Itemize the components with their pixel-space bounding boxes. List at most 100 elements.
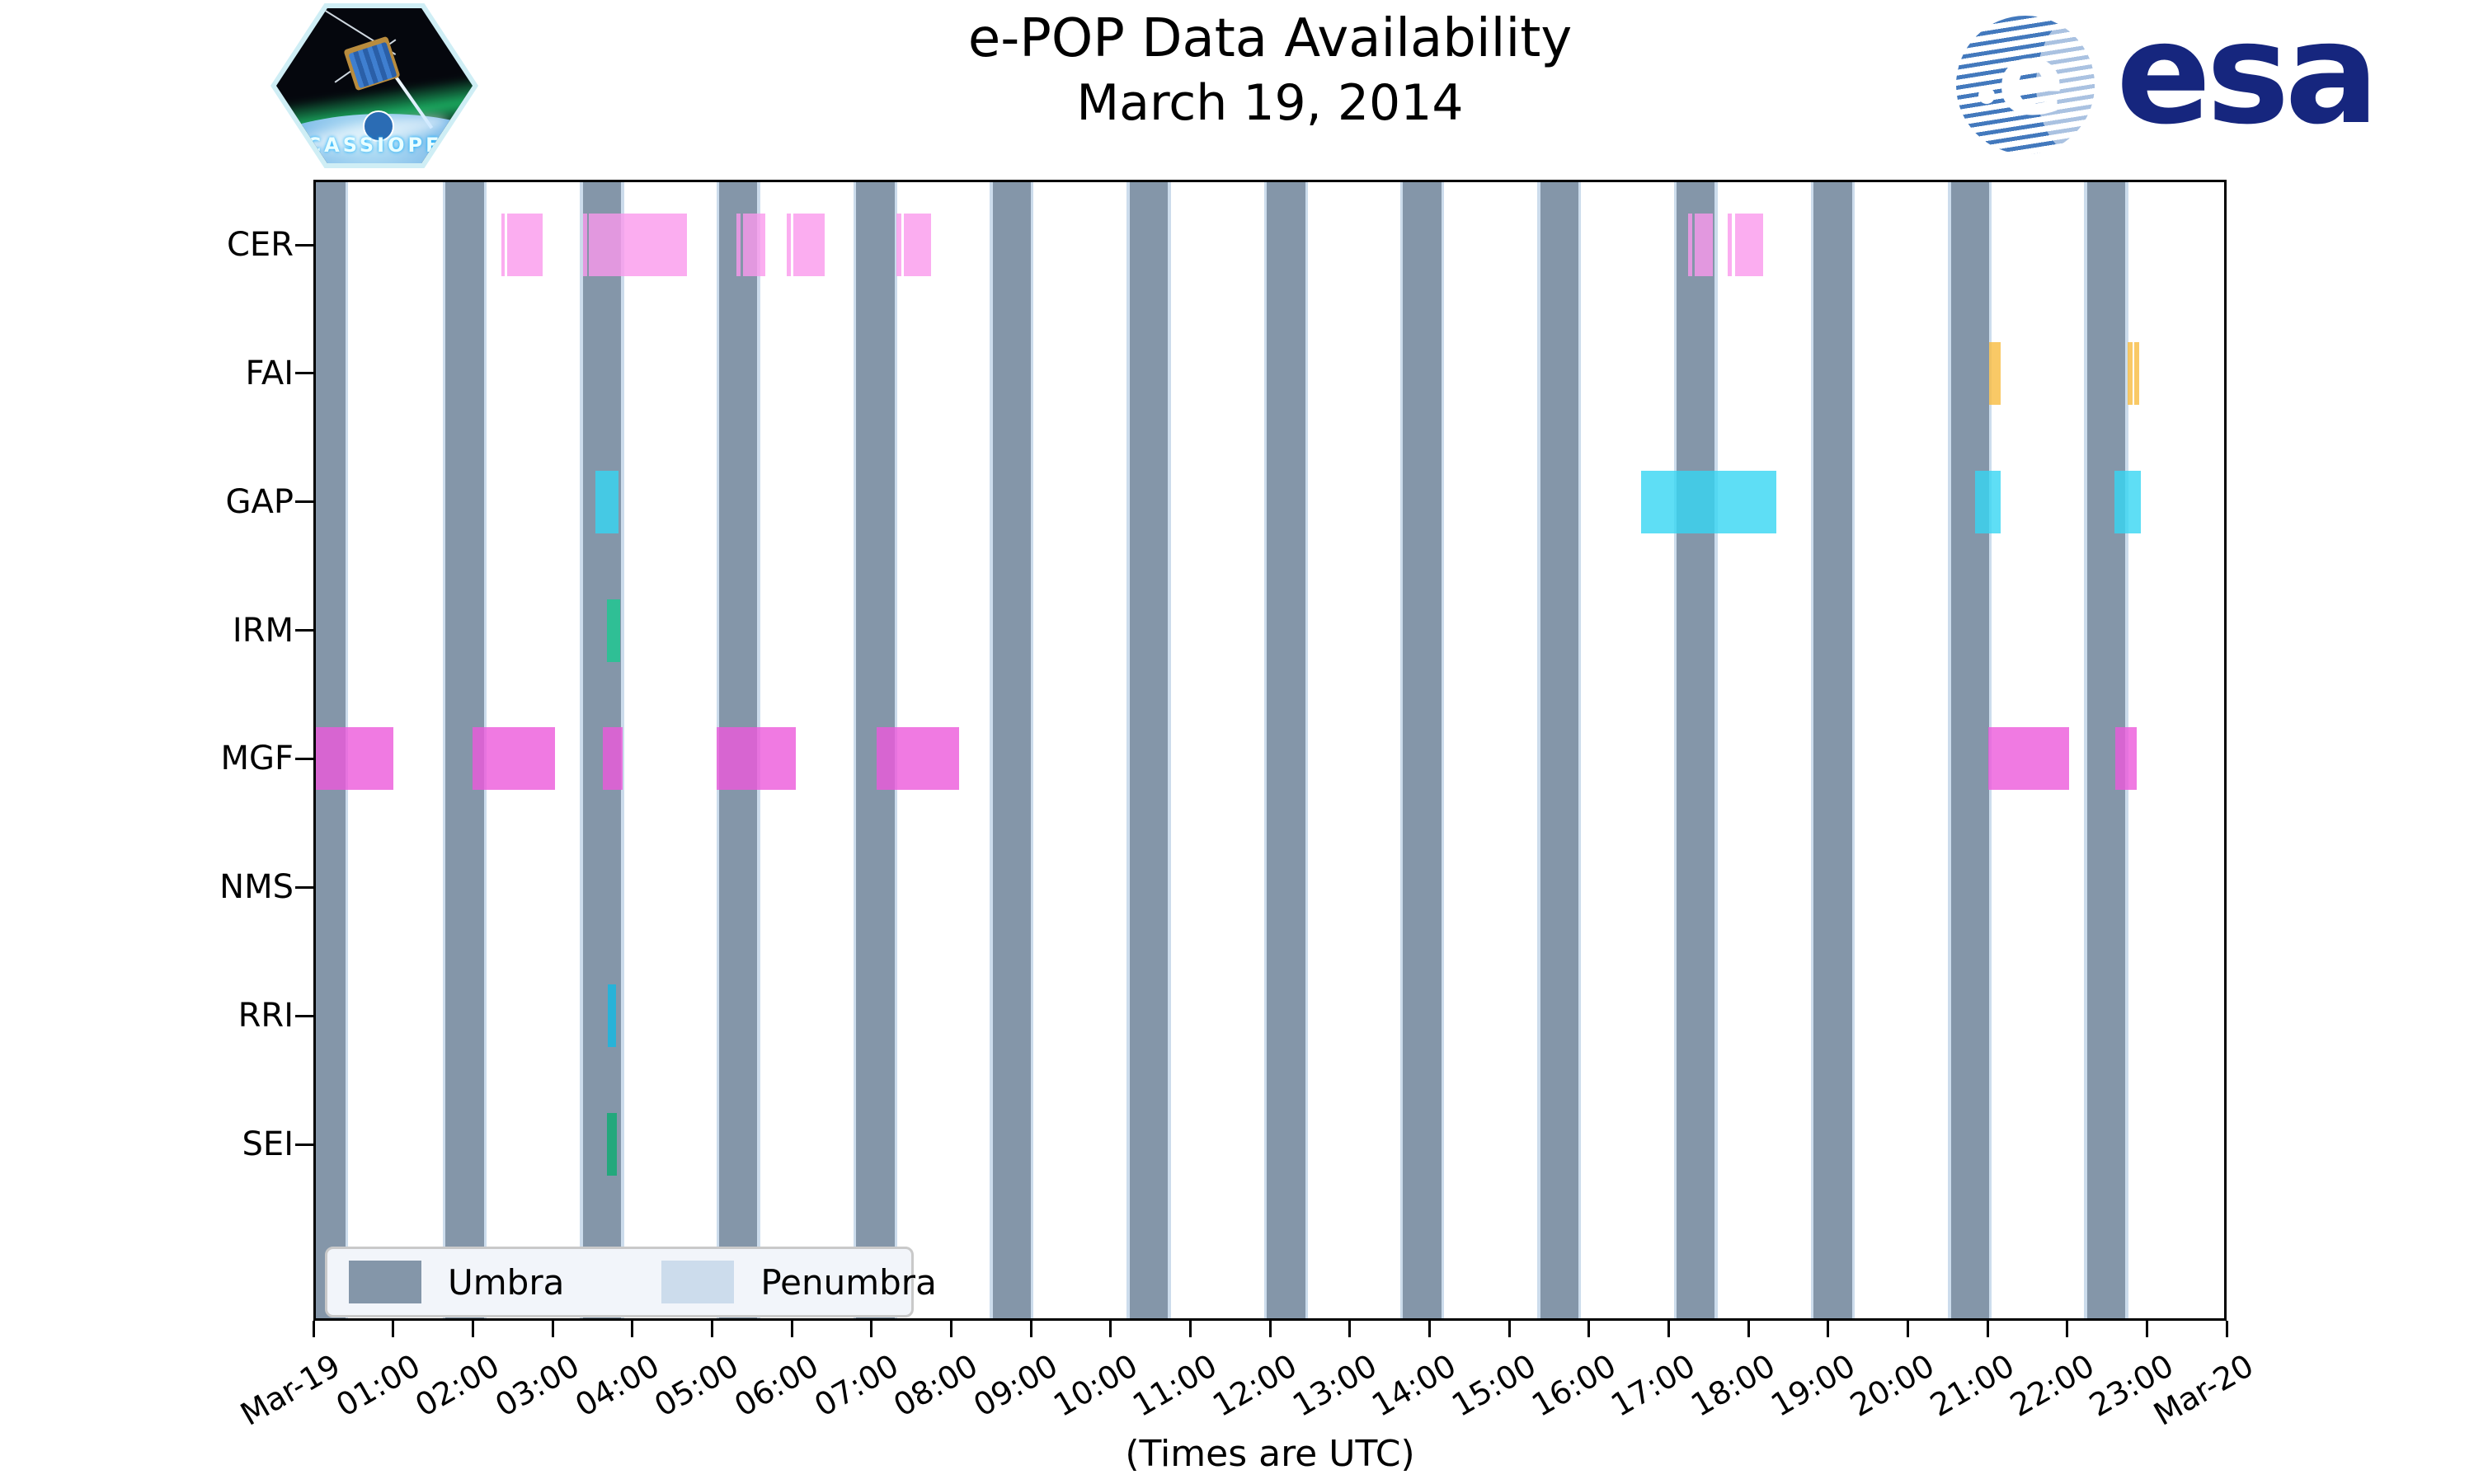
y-tick-nms bbox=[295, 885, 313, 889]
x-tick bbox=[1667, 1321, 1670, 1337]
umbra-span bbox=[1677, 180, 1715, 1321]
x-tick-label: 07:00 bbox=[807, 1347, 905, 1424]
x-tick-label: 17:00 bbox=[1605, 1347, 1702, 1424]
x-tick bbox=[949, 1321, 952, 1337]
x-tick bbox=[1029, 1321, 1032, 1337]
availability-bar-gap bbox=[1640, 470, 1776, 533]
x-tick bbox=[551, 1321, 554, 1337]
y-label-fai: FAI bbox=[245, 354, 294, 392]
availability-bar-cer bbox=[743, 214, 766, 276]
availability-bar-cer bbox=[787, 214, 792, 276]
umbra-legend-label: Umbra bbox=[448, 1261, 565, 1303]
x-tick bbox=[790, 1321, 793, 1337]
availability-bar-cer bbox=[1727, 214, 1732, 276]
availability-bar-cer bbox=[736, 214, 741, 276]
availability-bar-mgf bbox=[877, 727, 959, 791]
y-label-nms: NMS bbox=[219, 868, 294, 907]
y-tick-gap bbox=[295, 500, 313, 504]
x-tick bbox=[2066, 1321, 2069, 1337]
x-tick bbox=[1827, 1321, 1830, 1337]
availability-bar-fai bbox=[1988, 341, 2001, 405]
legend: Umbra Penumbra bbox=[325, 1247, 937, 1317]
x-axis-caption: (Times are UTC) bbox=[1125, 1433, 1415, 1475]
penumbra-legend-swatch bbox=[661, 1261, 735, 1303]
x-tick-label: 08:00 bbox=[887, 1347, 985, 1424]
x-tick bbox=[710, 1321, 713, 1337]
x-tick bbox=[1587, 1321, 1591, 1337]
availability-bar-cer bbox=[506, 214, 543, 276]
availability-bar-cer bbox=[904, 214, 932, 276]
umbra-span bbox=[1129, 180, 1169, 1321]
availability-bar-gap bbox=[1974, 470, 2001, 533]
availability-bar-cer bbox=[1734, 214, 1764, 276]
x-tick-label: 19:00 bbox=[1764, 1347, 1861, 1424]
chart-title: e-POP Data Availability March 19, 2014 bbox=[858, 5, 1682, 133]
y-tick-sei bbox=[295, 1143, 313, 1146]
umbra-span bbox=[1540, 180, 1579, 1321]
x-tick bbox=[2145, 1321, 2148, 1337]
availability-bar-cer bbox=[1695, 214, 1714, 276]
x-tick-label: 10:00 bbox=[1047, 1347, 1144, 1424]
availability-bar-mgf bbox=[1987, 727, 2069, 791]
umbra-span bbox=[1403, 180, 1442, 1321]
x-tick-label: 05:00 bbox=[648, 1347, 745, 1424]
cassiope-label: CASSIOPE bbox=[306, 134, 443, 157]
x-tick bbox=[392, 1321, 395, 1337]
x-tick-label: 03:00 bbox=[489, 1347, 586, 1424]
availability-bar-mgf bbox=[473, 727, 555, 791]
y-label-sei: SEI bbox=[242, 1125, 294, 1164]
availability-bar-mgf bbox=[2114, 727, 2137, 791]
x-tick-label: 12:00 bbox=[1206, 1347, 1303, 1424]
esa-globe-icon: e bbox=[1956, 16, 2095, 154]
x-tick-label: 06:00 bbox=[728, 1347, 825, 1424]
umbra-span bbox=[1950, 180, 1989, 1321]
y-tick-fai bbox=[295, 372, 313, 375]
title-line-1: e-POP Data Availability bbox=[967, 8, 1573, 69]
availability-bar-gap bbox=[2114, 470, 2141, 533]
y-label-gap: GAP bbox=[225, 482, 294, 521]
y-tick-rri bbox=[295, 1014, 313, 1017]
esa-e-glyph: e bbox=[1997, 22, 2065, 138]
x-tick-label: 21:00 bbox=[1924, 1347, 2020, 1424]
esa-star-dot-icon bbox=[1978, 87, 1995, 105]
x-tick bbox=[631, 1321, 634, 1337]
availability-bar-cer bbox=[582, 214, 587, 276]
x-tick-label: 16:00 bbox=[1525, 1347, 1622, 1424]
x-tick-label: 04:00 bbox=[568, 1347, 666, 1424]
umbra-legend-swatch bbox=[349, 1261, 421, 1303]
availability-bar-cer bbox=[501, 214, 505, 276]
x-tick-label: 22:00 bbox=[2003, 1347, 2100, 1424]
x-tick bbox=[870, 1321, 873, 1337]
y-tick-cer bbox=[295, 243, 313, 247]
title-line-2: March 19, 2014 bbox=[1076, 74, 1464, 133]
x-tick-label: 13:00 bbox=[1286, 1347, 1383, 1424]
availability-bar-cer bbox=[793, 214, 825, 276]
x-tick bbox=[471, 1321, 474, 1337]
availability-bar-irm bbox=[606, 599, 621, 662]
y-tick-mgf bbox=[295, 757, 313, 760]
availability-bar-mgf bbox=[602, 727, 623, 791]
x-tick bbox=[1109, 1321, 1112, 1337]
agency-roundel-icon bbox=[362, 110, 394, 143]
x-tick-label: 01:00 bbox=[329, 1347, 426, 1424]
esa-logo: e esa bbox=[1956, 4, 2379, 155]
x-tick bbox=[1507, 1321, 1511, 1337]
y-label-irm: IRM bbox=[232, 611, 294, 650]
availability-bar-cer bbox=[1687, 214, 1693, 276]
x-tick bbox=[1268, 1321, 1272, 1337]
availability-bar-rri bbox=[607, 984, 617, 1048]
y-label-rri: RRI bbox=[238, 997, 294, 1036]
availability-bar-gap bbox=[595, 470, 619, 533]
availability-bar-fai bbox=[2128, 341, 2133, 405]
esa-wordmark: esa bbox=[2116, 0, 2379, 156]
x-tick-label: 20:00 bbox=[1844, 1347, 1941, 1424]
x-tick bbox=[1188, 1321, 1192, 1337]
y-tick-irm bbox=[295, 629, 313, 632]
umbra-span bbox=[1267, 180, 1305, 1321]
availability-bar-sei bbox=[606, 1113, 618, 1176]
y-label-mgf: MGF bbox=[220, 740, 294, 778]
umbra-span bbox=[992, 180, 1031, 1321]
x-tick bbox=[1747, 1321, 1750, 1337]
